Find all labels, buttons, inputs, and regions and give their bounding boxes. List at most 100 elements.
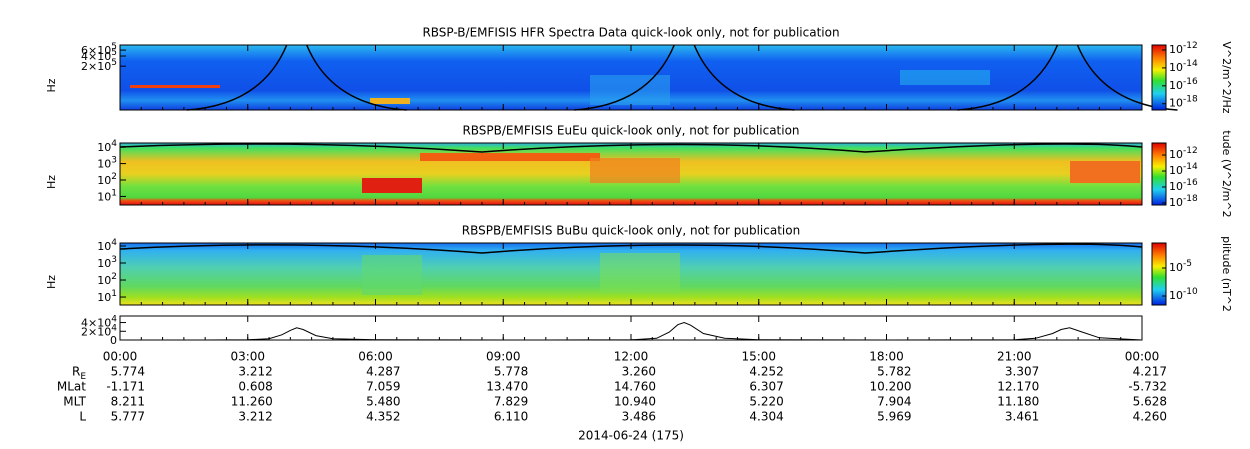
ephemeris-value: 11.260 xyxy=(231,395,273,409)
y-tick-label: 104 xyxy=(97,139,117,155)
ephemeris-value: 8.211 xyxy=(111,395,145,409)
ephemeris-value: 3.486 xyxy=(622,410,656,424)
ephemeris-value: 4.352 xyxy=(366,410,400,424)
ephemeris-value: 6.307 xyxy=(749,380,783,394)
x-tick-label: 18:00 xyxy=(869,350,904,364)
colorbar xyxy=(1151,242,1167,306)
colorbar-tick-label: 10-12 xyxy=(1169,40,1198,56)
x-tick-label: 21:00 xyxy=(997,350,1032,364)
ephemeris-value: 5.782 xyxy=(877,365,911,379)
ephemeris-value: 3.212 xyxy=(238,410,272,424)
ephemeris-label: MLat xyxy=(57,380,86,394)
colorbar xyxy=(1151,142,1167,206)
ephemeris-value: 13.470 xyxy=(486,380,528,394)
colorbar-label: V^2/m^2/Hz xyxy=(1220,41,1233,113)
colorbar-tick-label: 10-14 xyxy=(1169,58,1198,74)
spectrogram-band xyxy=(362,178,422,193)
colorbar-tick-label: 10-16 xyxy=(1169,76,1198,92)
ephemeris-value: 3.260 xyxy=(622,365,656,379)
x-tick-label: 03:00 xyxy=(230,350,265,364)
ephemeris-value: 7.059 xyxy=(366,380,400,394)
ephemeris-value: 3.461 xyxy=(1005,410,1039,424)
ephemeris-value: 14.760 xyxy=(614,380,656,394)
spectrogram-band xyxy=(130,85,220,88)
ephemeris-value: 7.904 xyxy=(877,395,911,409)
panel-title: RBSPB/EMFISIS EuEu quick-look only, not … xyxy=(462,124,799,138)
spectrogram-band xyxy=(590,75,670,105)
spectrogram-band xyxy=(370,98,410,104)
y-axis-label: Hz xyxy=(45,78,58,92)
panel-title: RBSP-B/EMFISIS HFR Spectra Data quick-lo… xyxy=(422,26,839,40)
x-tick-label: 09:00 xyxy=(486,350,521,364)
y-tick-label: 102 xyxy=(97,272,117,288)
ephemeris-label: MLT xyxy=(63,395,86,409)
y-tick-label: 4×105 xyxy=(81,48,117,64)
cyclotron-line xyxy=(119,243,1143,254)
x-tick-label: 12:00 xyxy=(614,350,649,364)
ephemeris-value: 7.829 xyxy=(494,395,528,409)
ephemeris-value: 4.287 xyxy=(366,365,400,379)
ephemeris-value: 6.110 xyxy=(494,410,528,424)
spectrogram-band xyxy=(900,70,990,85)
ephemeris-value: 4.260 xyxy=(1133,410,1167,424)
y-tick-label: 6×105 xyxy=(81,42,117,58)
line-series xyxy=(120,321,1143,341)
ephemeris-value: 10.200 xyxy=(870,380,912,394)
colorbar-label: plitude (nT^2 xyxy=(1220,236,1233,312)
ephemeris-value: 4.304 xyxy=(749,410,783,424)
ephemeris-value: 11.180 xyxy=(997,395,1039,409)
y-tick-label: 104 xyxy=(97,237,117,253)
y-tick-label: 2×105 xyxy=(81,58,117,74)
spectrogram-band xyxy=(1070,161,1140,183)
cyclotron-line xyxy=(119,143,1143,153)
y-tick-label: 101 xyxy=(97,188,117,204)
ephemeris-value: -5.732 xyxy=(1128,380,1167,394)
colorbar xyxy=(1151,44,1167,111)
x-axis-label: 2014-06-24 (175) xyxy=(578,429,684,443)
y-tick-label: 2×104 xyxy=(81,323,117,339)
y-axis-label: Hz xyxy=(45,275,58,289)
colorbar-tick-label: 10-16 xyxy=(1169,178,1198,194)
y-tick-label: 103 xyxy=(97,155,117,171)
y-axis-label: Hz xyxy=(45,175,58,189)
ephemeris-label: L xyxy=(79,410,86,424)
y-tick-label: 102 xyxy=(97,172,117,188)
ephemeris-value: 0.608 xyxy=(238,380,272,394)
ephemeris-value: 5.220 xyxy=(749,395,783,409)
colorbar-tick-label: 10-12 xyxy=(1169,146,1198,162)
spectrogram-band xyxy=(600,253,680,293)
colorbar-tick-label: 10-5 xyxy=(1169,259,1192,275)
spectrogram-band xyxy=(420,153,600,161)
y-tick-label: 0 xyxy=(110,334,117,347)
x-tick-label: 00:00 xyxy=(1125,350,1160,364)
ephemeris-value: 3.212 xyxy=(238,365,272,379)
ephemeris-value: 5.480 xyxy=(366,395,400,409)
ephemeris-value: 5.778 xyxy=(494,365,528,379)
colorbar-tick-label: 10-10 xyxy=(1169,287,1198,303)
colorbar-tick-label: 10-18 xyxy=(1169,193,1198,209)
ephemeris-value: 4.217 xyxy=(1133,365,1167,379)
x-tick-label: 00:00 xyxy=(103,350,138,364)
colorbar-tick-label: 10-14 xyxy=(1169,162,1198,178)
y-tick-label: 4×104 xyxy=(81,314,117,330)
ephemeris-value: 5.969 xyxy=(877,410,911,424)
colorbar-tick-label: 10-18 xyxy=(1169,94,1198,110)
ephemeris-value: 12.170 xyxy=(997,380,1039,394)
ephemeris-value: 5.774 xyxy=(111,365,145,379)
ephemeris-value: 5.628 xyxy=(1133,395,1167,409)
panel-title: RBSPB/EMFISIS BuBu quick-look only, not … xyxy=(462,224,800,238)
colorbar-label: tude (V^2/m^2 xyxy=(1220,130,1233,217)
spectrogram-band xyxy=(362,255,422,295)
ephemeris-value: 3.307 xyxy=(1005,365,1039,379)
ephemeris-value: 10.940 xyxy=(614,395,656,409)
ephemeris-value: 4.252 xyxy=(749,365,783,379)
y-tick-label: 103 xyxy=(97,255,117,271)
ephemeris-value: 5.777 xyxy=(111,410,145,424)
spectrogram-band xyxy=(590,158,680,183)
plasma-line xyxy=(186,44,1178,111)
x-tick-label: 06:00 xyxy=(358,350,393,364)
ephemeris-value: -1.171 xyxy=(106,380,145,394)
y-tick-label: 101 xyxy=(97,289,117,305)
x-tick-label: 15:00 xyxy=(741,350,776,364)
